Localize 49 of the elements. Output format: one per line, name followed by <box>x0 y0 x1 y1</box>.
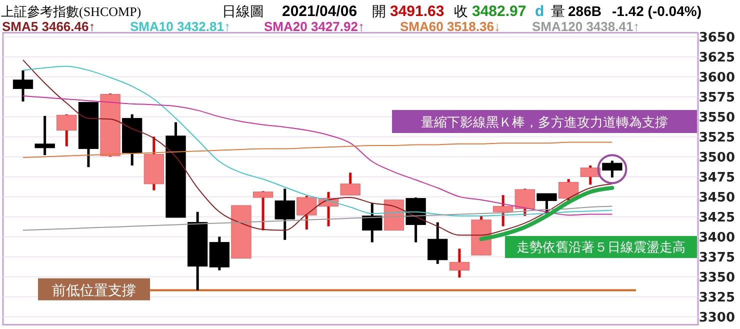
text: SMA20 3427.92↑ <box>264 19 364 34</box>
candlestick <box>34 114 55 156</box>
candlestick <box>449 247 470 279</box>
text: 2021/04/06 <box>282 3 358 20</box>
y-tick-label: 3400 <box>698 230 735 246</box>
candlestick <box>580 164 600 186</box>
y-tick-label: 3375 <box>698 250 735 266</box>
candlestick <box>514 187 535 218</box>
candlestick <box>56 113 77 148</box>
text: 開 <box>372 3 386 19</box>
candlestick <box>252 190 274 232</box>
y-tick-label: 3625 <box>698 50 735 66</box>
line-series <box>22 142 613 158</box>
y-tick-label: 3575 <box>698 90 735 106</box>
text: 286B <box>568 3 602 19</box>
y-tick-label: 3500 <box>698 150 735 166</box>
y-tick-label: 3550 <box>698 110 735 126</box>
line-series <box>22 206 613 231</box>
text: 3491.63 <box>390 3 444 20</box>
text: 日線圖 <box>222 3 264 19</box>
candlestick <box>340 171 360 196</box>
text: 量 <box>551 3 565 19</box>
candlestick <box>602 159 622 179</box>
y-tick-label: 3525 <box>698 130 735 146</box>
text: -1.42 (-0.04%) <box>612 3 702 19</box>
y-tick-label: 3300 <box>698 310 735 326</box>
ref-line-label: 前低位置支撐 <box>52 283 136 300</box>
text: SMA10 3432.81↑ <box>130 19 230 34</box>
candlestick <box>362 202 382 244</box>
candlestick <box>12 69 34 103</box>
text: SMA60 3518.36↓ <box>400 19 500 34</box>
y-tick-label: 3475 <box>698 170 735 186</box>
text: 3482.97 <box>472 3 526 20</box>
text: SMA5 3466.46↑ <box>2 19 96 34</box>
text: SMA120 3438.41↑ <box>532 19 640 34</box>
candlestick <box>428 221 448 266</box>
text: 收 <box>454 3 468 19</box>
y-tick-label: 3650 <box>698 30 735 46</box>
annotation: 走勢依舊沿著５日線震盪走高 <box>516 240 686 256</box>
y-tick-label: 3600 <box>698 70 735 86</box>
annotation: 量縮下影線黑Ｋ棒，多方進攻力道轉為支撐 <box>421 114 668 131</box>
y-tick-label: 3350 <box>698 270 735 286</box>
y-tick-label: 3450 <box>698 190 735 206</box>
candlestick <box>274 187 295 242</box>
text: d <box>535 3 544 20</box>
candlestick <box>493 194 514 228</box>
chart-title: 上証參考指數(SHCOMP) <box>1 4 142 19</box>
y-tick-label: 3425 <box>698 210 735 226</box>
y-tick-label: 3325 <box>698 290 735 306</box>
